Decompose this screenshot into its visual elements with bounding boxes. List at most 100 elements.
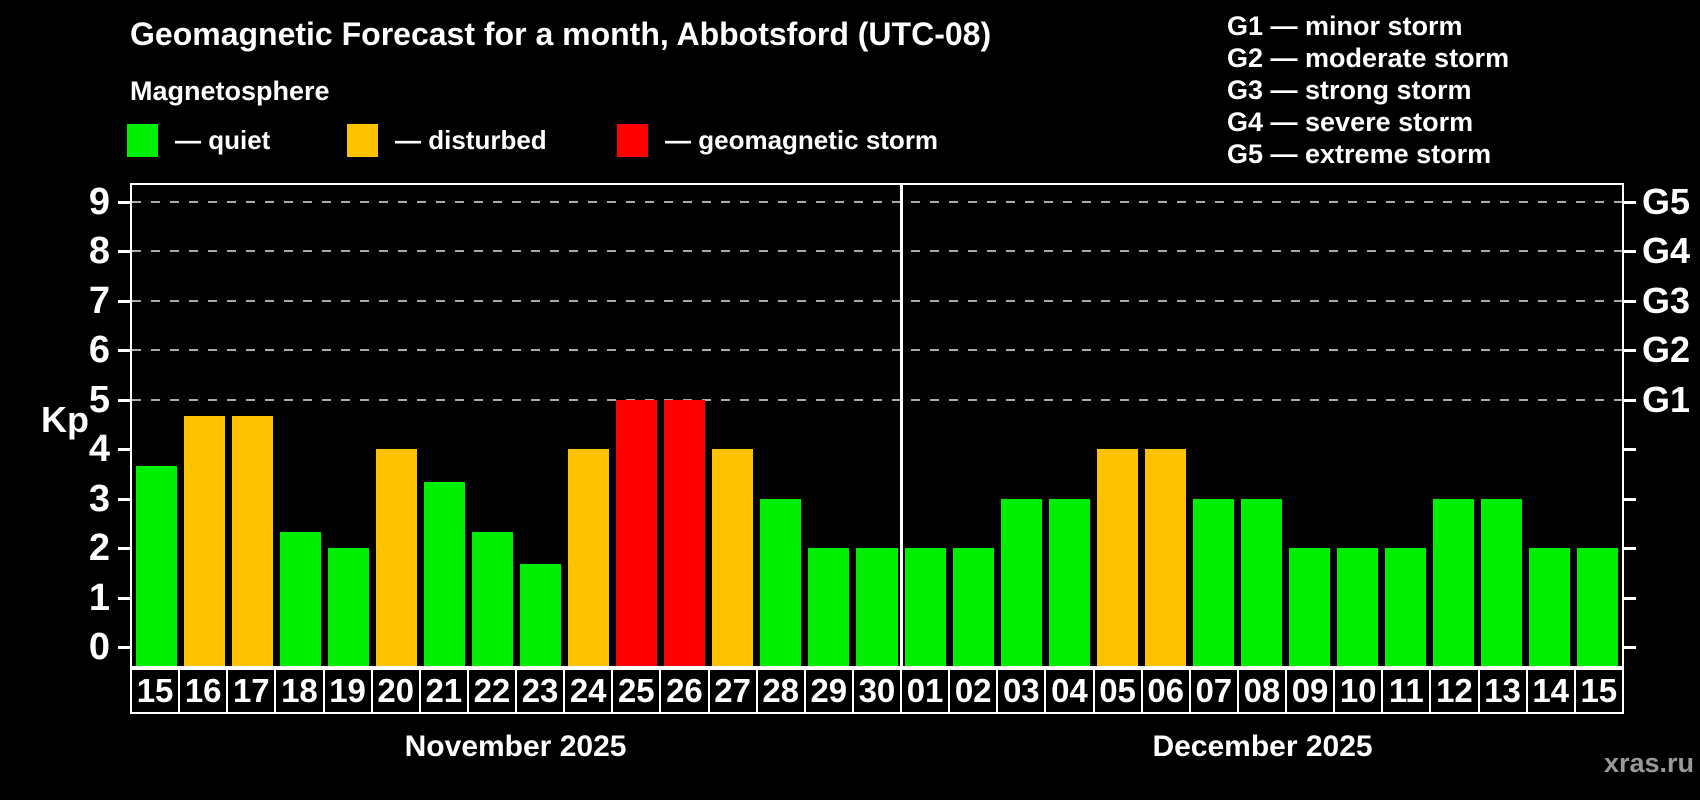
kp-bar [279,531,321,666]
day-label-box: 17 [226,668,277,714]
kp-bar [1048,498,1090,666]
day-label-box: 12 [1429,668,1480,714]
watermark: xras.ru [1603,748,1694,778]
right-axis-tick [1624,299,1636,303]
day-label-box: 30 [851,668,902,714]
day-label-box: 29 [803,668,854,714]
kp-bar [183,416,225,666]
y-axis-tick [118,201,130,205]
kp-bar [520,564,562,666]
kp-bar [616,399,658,666]
day-label-box: 01 [900,668,951,714]
day-label-box: 15 [130,668,181,714]
y-axis-tick [118,250,130,254]
y-tick-label: 2 [88,527,110,570]
g-axis-label: G1 [1642,378,1691,420]
y-tick-label: 6 [88,329,110,372]
y-tick-label: 7 [88,279,110,322]
kp-bar [568,449,610,666]
y-tick-label: 4 [88,428,110,471]
kp-gridline [132,299,1622,302]
day-label-box: 21 [418,668,469,714]
day-label-box: 03 [996,668,1047,714]
kp-bar [952,548,994,666]
day-label-box: 20 [370,668,421,714]
kp-bar [1096,449,1138,666]
right-axis-tick [1624,448,1636,452]
y-tick-label: 1 [88,576,110,619]
day-label-box: 13 [1477,668,1528,714]
kp-bar [327,548,369,666]
g-axis-label: G4 [1642,230,1691,272]
chart-subtitle: Magnetosphere [130,76,330,106]
y-axis-tick [118,349,130,353]
kp-bar [1337,548,1379,666]
kp-gridline [132,398,1622,401]
g-legend-line: G2 — moderate storm [1227,43,1510,73]
g-storm-legend: G1 — minor storm G2 — moderate storm G3 — … [1227,10,1509,170]
y-axis-tick [118,398,130,402]
kp-bar [1144,449,1186,666]
day-label-box: 16 [178,668,229,714]
kp-bar [471,531,513,666]
day-label-box: 08 [1236,668,1287,714]
kp-bar [1481,498,1523,666]
y-tick-label: 5 [88,378,110,421]
kp-bar [423,482,465,666]
g-legend-line: G4 — severe storm [1227,107,1474,137]
kp-bar [760,498,802,666]
right-axis-tick [1624,201,1636,205]
kp-bar [1000,498,1042,666]
kp-bar [856,548,898,666]
y-axis-title: Kp [41,399,89,440]
y-axis-tick [118,497,130,501]
plot-area [130,183,1624,668]
right-axis-tick [1624,250,1636,254]
kp-bar [135,465,177,666]
kp-bar [1529,548,1571,666]
chart-title: Geomagnetic Forecast for a month, Abbots… [130,16,992,52]
day-label-box: 25 [611,668,662,714]
legend-label: — disturbed [395,125,547,155]
legend-label: — quiet [175,125,271,155]
day-label-box: 06 [1140,668,1191,714]
day-label-box: 10 [1333,668,1384,714]
legend-item-disturbed: — disturbed [347,124,547,157]
day-label-box: 15 [1573,668,1624,714]
y-axis-tick [118,448,130,452]
kp-bar [664,399,706,666]
kp-bar [808,548,850,666]
y-tick-label: 3 [88,477,110,520]
y-axis-tick [118,547,130,551]
kp-bar [712,449,754,666]
y-tick-label: 0 [88,626,110,668]
y-tick-label: 9 [88,181,110,224]
y-axis-tick [118,299,130,303]
y-tick-label: 8 [88,230,110,273]
day-label-box: 09 [1285,668,1336,714]
disturbed-color-swatch-icon [347,124,378,157]
month-label: November 2025 [404,730,627,763]
legend-label: — geomagnetic storm [665,125,939,155]
day-label-box: 05 [1092,668,1143,714]
status-legend: — quiet — disturbed — geomagnetic storm [0,124,1100,168]
day-label-box: 23 [515,668,566,714]
day-label-box: 19 [322,668,373,714]
g-axis-label: G3 [1642,279,1691,321]
kp-bar [904,548,946,666]
kp-bar [1385,548,1427,666]
legend-item-storm: — geomagnetic storm [617,124,938,157]
day-axis-row: 15 16 17 18 19 20 21 22 23 24 25 26 27 28 29 30 01 02 03 04… [130,668,1624,714]
quiet-color-swatch-icon [127,124,158,157]
day-label-box: 07 [1188,668,1239,714]
right-axis-tick [1624,596,1636,600]
day-label-box: 27 [707,668,758,714]
right-axis-tick [1624,646,1636,649]
day-label-box: 26 [659,668,710,714]
kp-gridline [132,201,1622,204]
kp-bar [1240,498,1283,666]
day-label-box: 14 [1525,668,1576,714]
y-axis-tick [118,596,130,600]
kp-bar [1577,548,1619,666]
